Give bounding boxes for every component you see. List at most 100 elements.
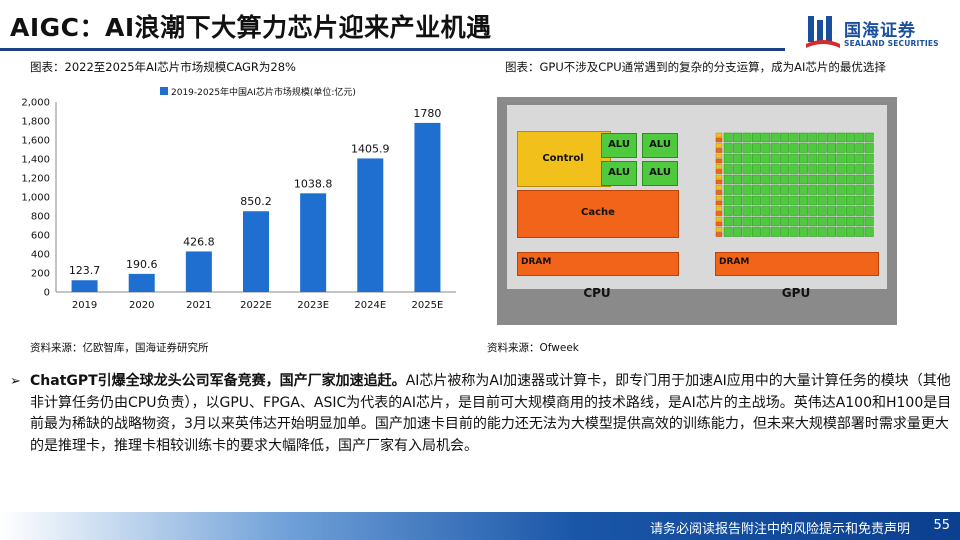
bar-value-label: 123.7 xyxy=(69,264,101,277)
bar xyxy=(414,122,441,293)
gpu-alu-cell xyxy=(855,143,865,153)
cpu-alu-block xyxy=(601,161,637,186)
cpu-alu-label: ALU xyxy=(649,167,671,178)
gpu-control-cell xyxy=(715,174,723,180)
y-tick-label: 1,200 xyxy=(21,174,50,185)
gpu-alu-cell xyxy=(845,195,855,206)
gpu-alu-cell xyxy=(798,216,808,227)
gpu-alu-cell xyxy=(864,153,874,164)
gpu-alu-cell xyxy=(798,227,808,237)
bar xyxy=(71,280,98,292)
bar-value-label: 190.6 xyxy=(126,258,158,271)
gpu-alu-cell xyxy=(789,216,799,227)
left-source: 资料来源：亿欧智库，国海证券研究所 xyxy=(30,342,209,354)
y-tick-label: 400 xyxy=(31,250,50,261)
gpu-alu-cell xyxy=(751,132,761,143)
gpu-alu-cell xyxy=(751,185,761,195)
gpu-alu-cell xyxy=(798,132,808,143)
gpu-cache-cell xyxy=(715,211,723,216)
gpu-alu-cell xyxy=(723,216,733,227)
gpu-alu-cell xyxy=(817,174,827,185)
gpu-alu-cell xyxy=(808,195,818,206)
gpu-alu-cell xyxy=(836,143,846,153)
footer-bar: 请务必阅读报告附注中的风险提示和免责声明 55 xyxy=(0,512,960,540)
gpu-alu-cell xyxy=(770,195,780,206)
cpu-alu-block xyxy=(642,133,678,158)
gpu-alu-cell xyxy=(827,216,837,227)
gpu-alu-cell xyxy=(808,132,818,143)
gpu-alu-cell xyxy=(780,185,790,195)
gpu-alu-cell xyxy=(864,195,874,206)
gpu-cores xyxy=(715,132,874,237)
gpu-control-cell xyxy=(715,195,723,201)
gpu-alu-cell xyxy=(845,216,855,227)
gpu-alu-cell xyxy=(827,206,837,216)
legend-label: 2019-2025年中国AI芯片市场规模(单位:亿元) xyxy=(171,86,356,98)
bar xyxy=(185,251,212,292)
gpu-alu-cell xyxy=(751,206,761,216)
x-tick-label: 2023E xyxy=(297,300,329,311)
gpu-alu-cell xyxy=(733,195,743,206)
gpu-alu-cell xyxy=(808,185,818,195)
gpu-alu-cell xyxy=(845,185,855,195)
page-number: 55 xyxy=(933,518,950,533)
gpu-alu-cell xyxy=(770,206,780,216)
bullet-arrow-icon: ➢ xyxy=(10,374,21,389)
gpu-dram-label: DRAM xyxy=(719,257,750,267)
gpu-alu-cell xyxy=(770,227,780,237)
gpu-alu-cell xyxy=(817,153,827,164)
x-tick-label: 2019 xyxy=(72,300,97,311)
gpu-alu-cell xyxy=(798,143,808,153)
gpu-alu-cell xyxy=(836,195,846,206)
gpu-alu-cell xyxy=(770,216,780,227)
gpu-alu-cell xyxy=(742,216,752,227)
gpu-alu-cell xyxy=(864,164,874,174)
y-tick-label: 2,000 xyxy=(21,98,50,109)
gpu-control-cell xyxy=(715,227,723,232)
gpu-cache-cell xyxy=(715,158,723,164)
gpu-cache-cell xyxy=(715,200,723,206)
gpu-alu-cell xyxy=(751,227,761,237)
gpu-alu-cell xyxy=(864,206,874,216)
ai-chip-market-chart: 2019-2025年中国AI芯片市场规模(单位:亿元) 0 200 400 600 80… xyxy=(21,86,456,311)
x-tick-label: 2025E xyxy=(412,300,444,311)
gpu-alu-cell xyxy=(742,195,752,206)
gpu-alu-cell xyxy=(836,174,846,185)
x-tick-label: 2020 xyxy=(129,300,154,311)
gpu-alu-cell xyxy=(742,143,752,153)
gpu-alu-cell xyxy=(789,143,799,153)
gpu-alu-cell xyxy=(751,143,761,153)
gpu-alu-cell xyxy=(733,174,743,185)
gpu-alu-cell xyxy=(770,164,780,174)
gpu-alu-cell xyxy=(855,174,865,185)
gpu-alu-cell xyxy=(808,216,818,227)
gpu-alu-cell xyxy=(761,227,771,237)
gpu-alu-cell xyxy=(836,206,846,216)
gpu-alu-cell xyxy=(761,153,771,164)
gpu-alu-cell xyxy=(798,206,808,216)
gpu-alu-cell xyxy=(836,132,846,143)
gpu-alu-cell xyxy=(845,164,855,174)
left-chart-caption: 图表：2022至2025年AI芯片市场规模CAGR为28% xyxy=(30,60,296,74)
gpu-alu-cell xyxy=(817,195,827,206)
gpu-control-cell xyxy=(715,216,723,222)
gpu-alu-cell xyxy=(751,195,761,206)
gpu-alu-cell xyxy=(789,227,799,237)
gpu-alu-cell xyxy=(798,185,808,195)
gpu-label: GPU xyxy=(781,286,811,300)
y-tick-label: 1,600 xyxy=(21,136,50,147)
gpu-alu-cell xyxy=(845,143,855,153)
gpu-alu-cell xyxy=(780,227,790,237)
gpu-alu-cell xyxy=(817,227,827,237)
gpu-cache-cell xyxy=(715,137,723,143)
gpu-alu-cell xyxy=(789,206,799,216)
gpu-alu-cell xyxy=(780,206,790,216)
gpu-control-cell xyxy=(715,164,723,169)
cpu-alu-label: ALU xyxy=(608,167,630,178)
gpu-alu-cell xyxy=(827,174,837,185)
x-tick-label: 2022E xyxy=(240,300,272,311)
cpu-alu-block xyxy=(642,161,678,186)
gpu-alu-cell xyxy=(808,153,818,164)
gpu-alu-cell xyxy=(855,227,865,237)
gpu-alu-cell xyxy=(761,195,771,206)
